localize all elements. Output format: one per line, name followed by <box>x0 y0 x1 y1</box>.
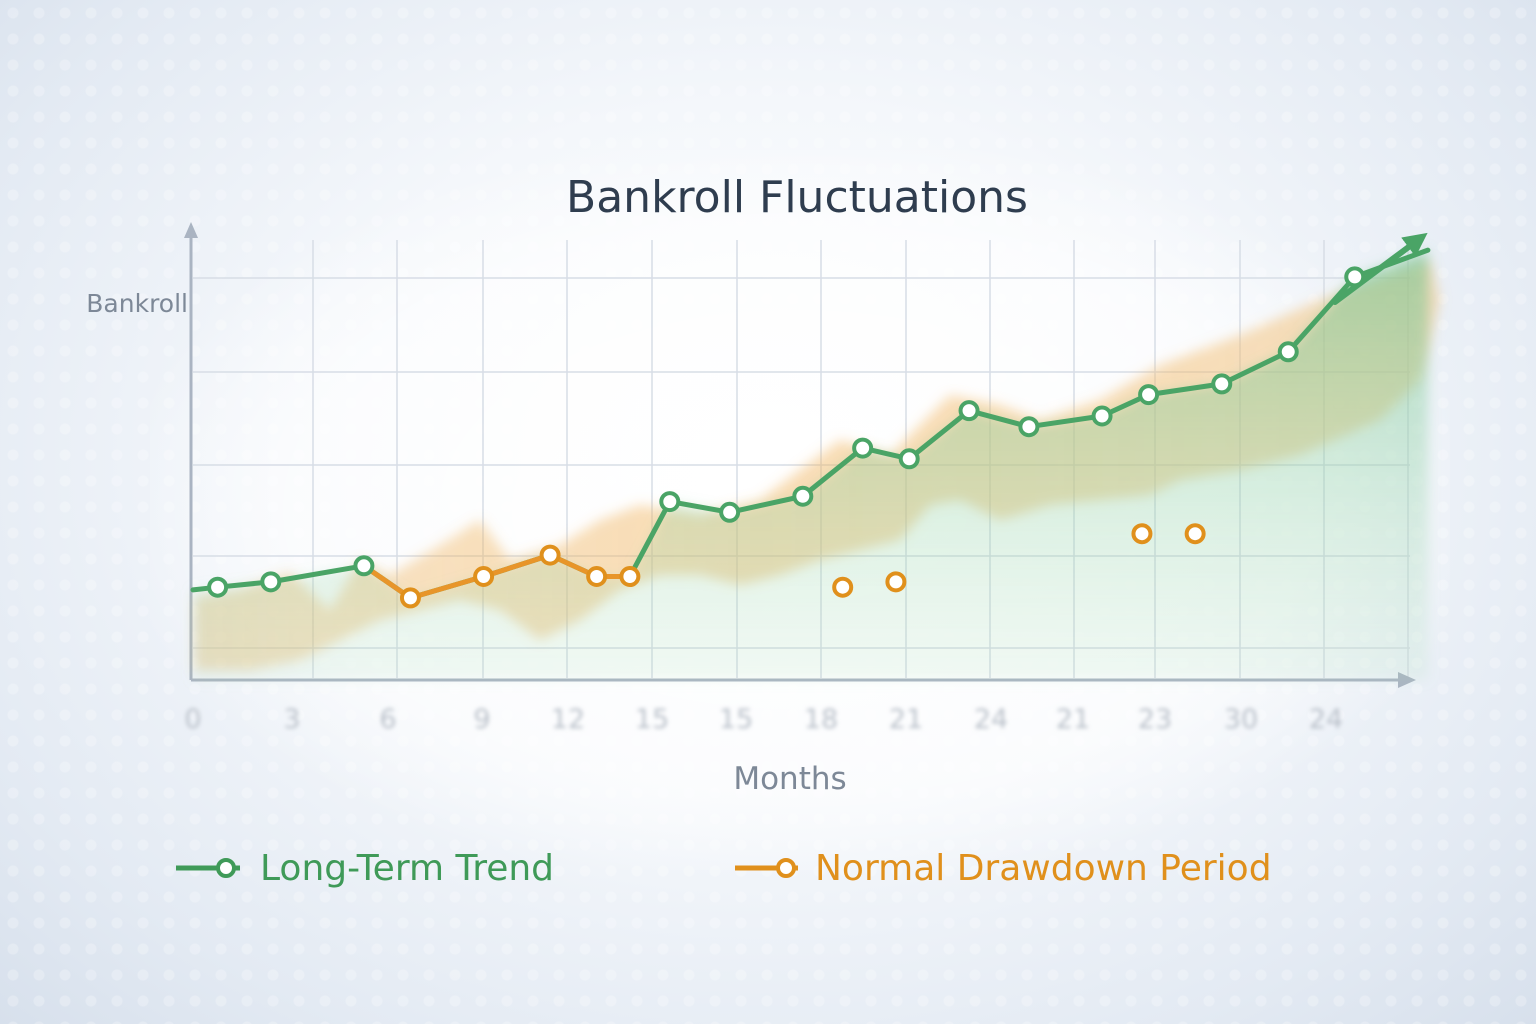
trend-point <box>1277 341 1299 363</box>
legend: Long-Term Trend Normal Drawdown Period <box>176 848 1272 889</box>
legend-item-normal-drawdown: Normal Drawdown Period <box>735 848 1272 889</box>
x-axis-label: Months <box>733 761 846 797</box>
trend-point <box>207 576 229 598</box>
x-tick-label: 0 <box>184 704 201 735</box>
trend-point <box>260 571 282 593</box>
x-tick-label: 21 <box>1056 704 1090 735</box>
trend-point <box>1211 373 1233 395</box>
trend-point <box>586 566 608 587</box>
drawdown-point <box>832 576 854 598</box>
x-tick-label: 9 <box>473 704 490 735</box>
x-tick-label: 6 <box>379 704 396 735</box>
trend-point <box>473 566 495 587</box>
x-tick-label: 23 <box>1138 704 1172 735</box>
x-tick-label: 15 <box>635 704 669 735</box>
y-axis-arrow-icon <box>184 222 198 238</box>
legend-drawdown-label: Normal Drawdown Period <box>815 848 1272 889</box>
legend-trend-marker-icon <box>216 858 236 878</box>
trend-point <box>852 437 874 459</box>
trend-point <box>1138 384 1160 406</box>
x-tick-label: 3 <box>283 704 300 735</box>
chart-title: Bankroll Fluctuations <box>566 172 1028 223</box>
trend-point <box>619 566 641 587</box>
legend-trend-label: Long-Term Trend <box>260 848 554 889</box>
legend-drawdown-marker-icon <box>776 858 796 878</box>
y-axis-label: Bankroll <box>86 289 188 318</box>
drawdown-point <box>885 571 907 593</box>
x-tick-labels: 0 3 6 9 12 15 15 18 21 24 21 23 30 24 <box>184 704 1343 735</box>
trend-point <box>958 400 980 422</box>
trend-point <box>659 491 681 513</box>
x-tick-label: 12 <box>551 704 585 735</box>
trend-point <box>399 587 421 609</box>
x-tick-label: 21 <box>889 704 923 735</box>
x-tick-label: 24 <box>974 704 1008 735</box>
trend-point <box>1091 405 1113 427</box>
x-tick-label: 24 <box>1309 704 1343 735</box>
x-tick-label: 15 <box>719 704 753 735</box>
drawdown-point <box>1131 523 1153 545</box>
trend-arrow-icon <box>1332 232 1428 305</box>
trend-point <box>792 485 814 507</box>
trend-point <box>719 501 741 523</box>
drawdown-point <box>1184 523 1206 545</box>
x-tick-label: 18 <box>804 704 838 735</box>
x-tick-label: 30 <box>1224 704 1258 735</box>
data-points <box>207 266 1366 609</box>
trend-point <box>1344 266 1366 288</box>
legend-item-long-term-trend: Long-Term Trend <box>176 848 554 889</box>
trend-point <box>898 448 920 470</box>
trend-point <box>353 555 375 577</box>
trend-point <box>1018 416 1040 438</box>
trend-point <box>539 544 561 566</box>
